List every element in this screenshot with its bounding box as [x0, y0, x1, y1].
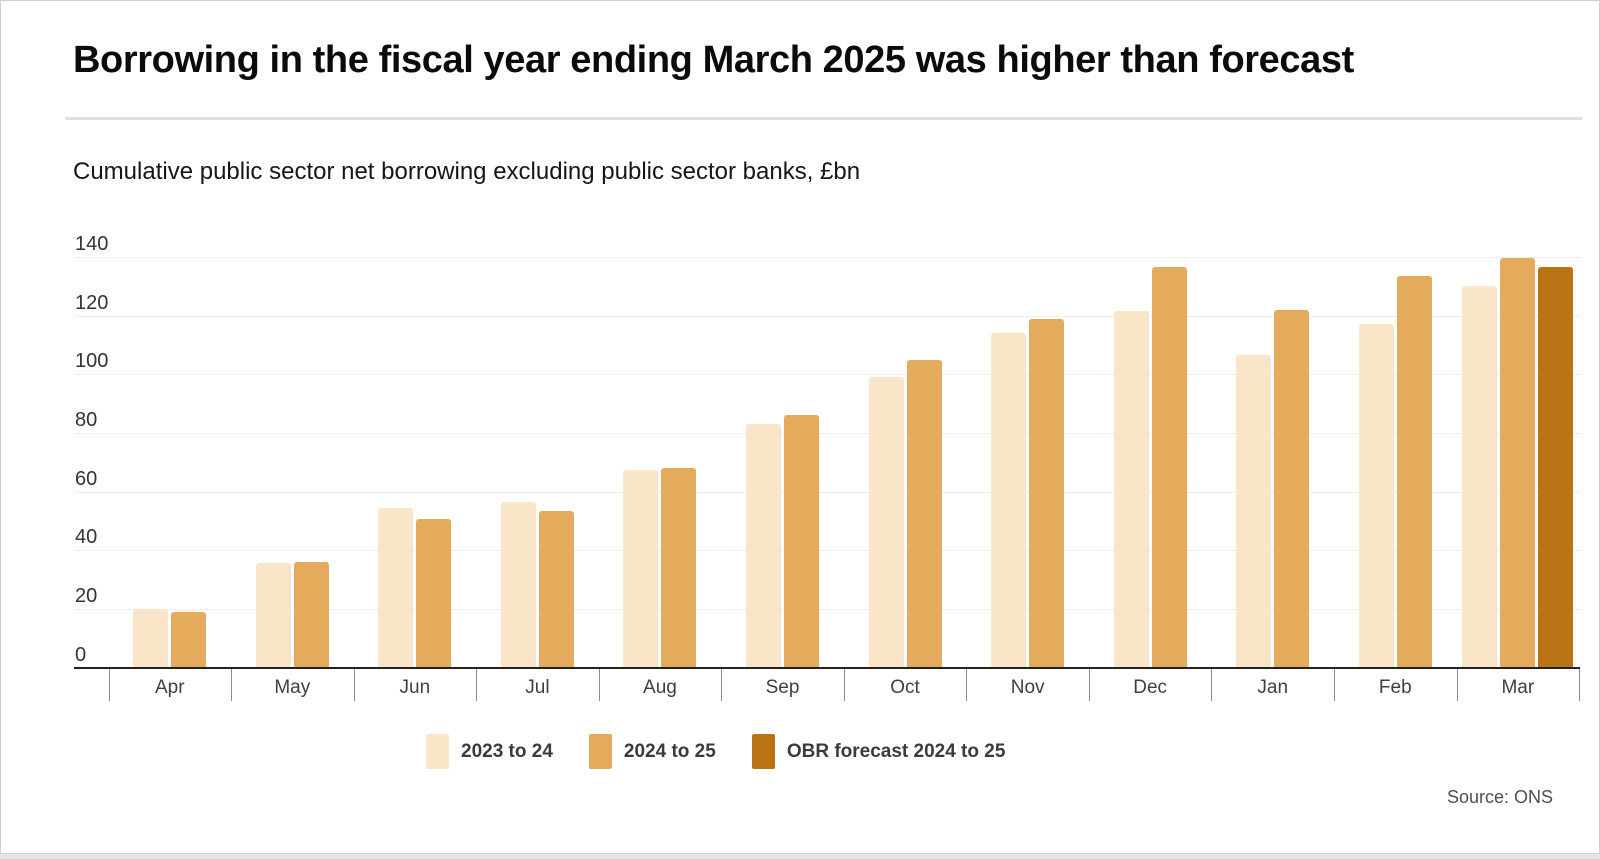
- x-axis-separator: [231, 668, 233, 701]
- y-axis-tick-label: 40: [75, 526, 98, 549]
- bar-2024-to-25-sep: [784, 415, 820, 668]
- x-axis-separator: [966, 668, 968, 701]
- y-axis-tick-label: 20: [75, 584, 98, 607]
- bar-2023-to-24-dec: [1113, 311, 1149, 668]
- x-axis-separator: [476, 668, 478, 701]
- bar-2024-to-25-jul: [538, 510, 574, 668]
- bar-2024-to-25-aug: [661, 468, 697, 668]
- gridline-20: [76, 608, 1580, 610]
- bar-chart-plot-area: 0 20 40 60 80 100 120 140 Apr May Jun Jul Aug Sep Oct N…: [74, 233, 1582, 703]
- x-axis-separator: [1211, 668, 1213, 701]
- gridline-140: [76, 257, 1580, 259]
- bar-obr-forecast-2024-to-25-mar: [1538, 267, 1574, 668]
- y-axis-tick-label: 60: [75, 467, 98, 490]
- legend-label: 2023 to 24: [461, 741, 553, 762]
- x-axis-separator: [1579, 668, 1581, 701]
- bar-2023-to-24-jun: [378, 507, 414, 668]
- bar-2023-to-24-sep: [746, 424, 782, 668]
- bar-2023-to-24-feb: [1358, 324, 1394, 668]
- x-axis-separator: [1456, 668, 1458, 701]
- title-divider: [65, 117, 1582, 120]
- y-axis-tick-label: 120: [75, 291, 109, 314]
- x-axis-month-label: Sep: [765, 676, 800, 698]
- bar-2023-to-24-apr: [133, 608, 169, 668]
- chart-legend: 2023 to 24 2024 to 25 OBR forecast 2024 …: [426, 734, 1005, 769]
- bar-2023-to-24-nov: [991, 333, 1027, 668]
- bar-2023-to-24-oct: [868, 377, 904, 668]
- bar-2024-to-25-jun: [416, 519, 452, 668]
- x-axis-month-label: Mar: [1501, 676, 1535, 698]
- bar-2024-to-25-nov: [1029, 318, 1065, 668]
- x-axis-month-label: Apr: [154, 676, 185, 698]
- legend-swatch-obr-forecast: [751, 734, 775, 769]
- y-axis-tick-label: 140: [75, 233, 109, 256]
- gridline-100: [76, 374, 1580, 376]
- bar-2024-to-25-oct: [906, 359, 942, 668]
- legend-label: 2024 to 25: [623, 741, 716, 762]
- gridline-120: [76, 315, 1580, 317]
- source-attribution: Source: ONS: [1446, 787, 1553, 807]
- bar-2024-to-25-may: [293, 561, 329, 668]
- bar-2023-to-24-mar: [1462, 286, 1498, 668]
- bar-2024-to-25-dec: [1151, 267, 1187, 668]
- gridline-60: [76, 491, 1580, 493]
- legend-swatch-2023-to-24: [426, 734, 449, 769]
- legend-item-2023-to-24: 2023 to 24: [426, 734, 553, 769]
- x-axis-month-label: Oct: [890, 676, 920, 698]
- x-axis-separator: [721, 668, 723, 701]
- y-axis-tick-label: 100: [75, 350, 109, 373]
- bar-2024-to-25-mar: [1500, 258, 1536, 668]
- x-axis-line: [74, 666, 1580, 669]
- y-axis-tick-label: 0: [75, 643, 87, 666]
- bar-2024-to-25-feb: [1396, 276, 1432, 668]
- bar-2024-to-25-apr: [171, 611, 207, 668]
- x-axis-month-label: Aug: [643, 676, 677, 698]
- bar-2023-to-24-may: [255, 563, 291, 668]
- x-axis-separator: [598, 668, 600, 701]
- bar-2023-to-24-jan: [1236, 355, 1272, 668]
- x-axis-month-label: Dec: [1133, 676, 1168, 698]
- page-title: Borrowing in the fiscal year ending Marc…: [73, 39, 1354, 81]
- x-axis-separator: [353, 668, 355, 701]
- bar-2023-to-24-aug: [623, 469, 659, 668]
- chart-subtitle: Cumulative public sector net borrowing e…: [73, 158, 861, 185]
- x-axis-month-label: Jun: [399, 676, 431, 698]
- gridline-80: [76, 432, 1580, 434]
- x-axis-separator: [1088, 668, 1090, 701]
- legend-item-2024-to-25: 2024 to 25: [588, 734, 716, 769]
- x-axis-month-label: Jan: [1257, 676, 1289, 698]
- y-axis-tick-label: 80: [75, 408, 98, 431]
- x-axis-separator: [108, 668, 110, 701]
- bar-2024-to-25-jan: [1274, 309, 1310, 668]
- x-axis-month-label: Feb: [1378, 676, 1412, 698]
- x-axis-month-label: Jul: [525, 676, 550, 698]
- x-axis-month-label: May: [274, 676, 311, 698]
- x-axis-separator: [843, 668, 845, 701]
- x-axis-month-label: Nov: [1010, 676, 1045, 698]
- x-axis-separator: [1334, 668, 1335, 701]
- legend-swatch-2024-to-25: [588, 734, 612, 769]
- legend-label: OBR forecast 2024 to 25: [786, 741, 1006, 762]
- bar-2023-to-24-jul: [500, 501, 536, 668]
- gridline-40: [76, 550, 1580, 552]
- legend-item-obr-forecast: OBR forecast 2024 to 25: [751, 734, 1006, 769]
